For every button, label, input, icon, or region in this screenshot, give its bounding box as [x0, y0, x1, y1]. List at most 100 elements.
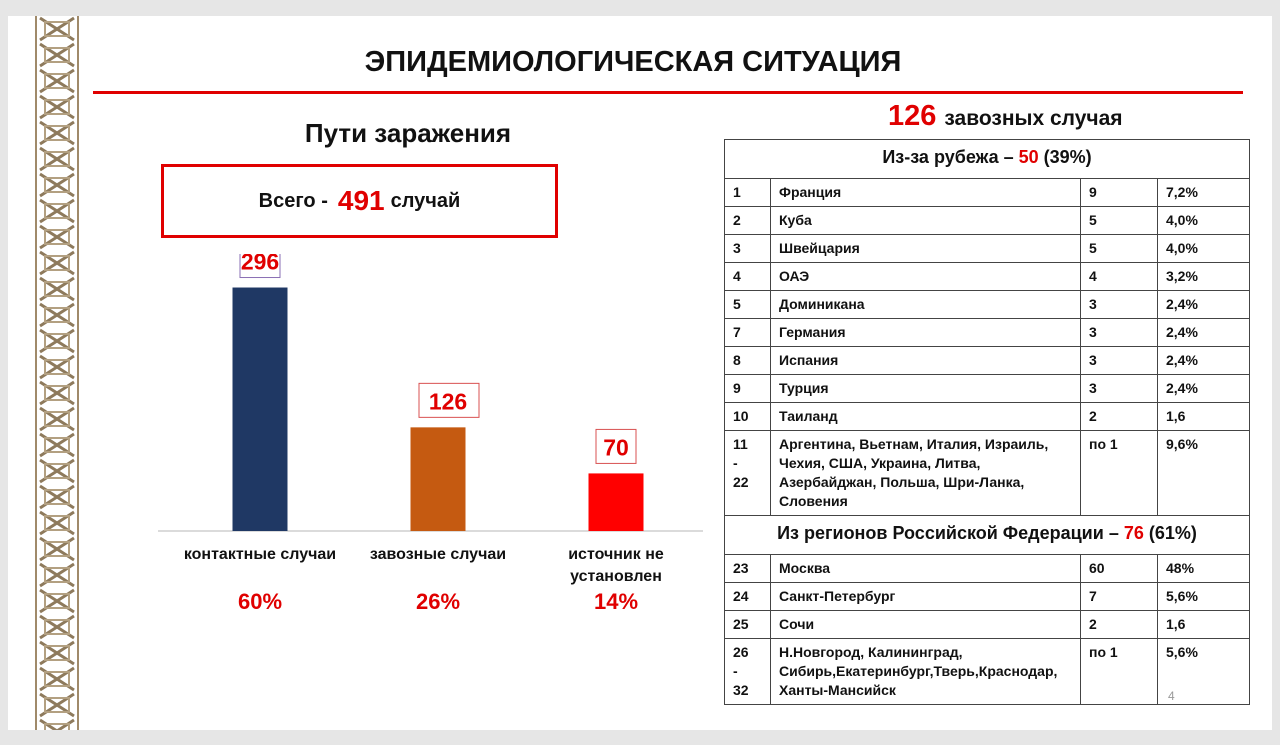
bar-2: [410, 427, 466, 531]
cell-pct: 2,4%: [1157, 318, 1250, 347]
value-label-2: 126: [429, 388, 467, 414]
cell-pct: 4,0%: [1157, 234, 1250, 263]
cell-name: Н.Новгород, Калининград, Сибирь,Екатерин…: [770, 638, 1081, 705]
ornament-frame: [44, 125, 70, 141]
table-row: 8 Испания 3 2,4%: [724, 346, 1250, 375]
cell-pct: 2,4%: [1157, 374, 1250, 403]
cell-count: по 1: [1080, 638, 1158, 705]
regions-section-header: Из регионов Российской Федерации – 76 (6…: [724, 515, 1250, 555]
table-row: 7 Германия 3 2,4%: [724, 318, 1250, 347]
percent-label-3: 14%: [594, 589, 638, 614]
cell-name: Санкт-Петербург: [770, 582, 1081, 611]
cell-pct: 7,2%: [1157, 178, 1250, 207]
section-label: Из регионов Российской Федерации –: [777, 523, 1124, 543]
ornament-frame: [44, 489, 70, 505]
cell-count: 3: [1080, 346, 1158, 375]
ornament-frame: [44, 697, 70, 713]
abroad-section: Из-за рубежа – 50 (39%): [724, 139, 1250, 179]
title-divider: [93, 91, 1243, 94]
cell-num: 5: [724, 290, 771, 319]
table-row: 24 Санкт-Петербург 7 5,6%: [724, 582, 1250, 611]
section-percent: (61%): [1143, 523, 1197, 543]
cell-num: 11-22: [724, 430, 771, 516]
cell-num: 26-32: [724, 638, 771, 705]
slide: ЭПИДЕМИОЛОГИЧЕСКАЯ СИТУАЦИЯ Пути заражен…: [8, 16, 1272, 730]
cell-num: 24: [724, 582, 771, 611]
table-row: 4 ОАЭ 4 3,2%: [724, 262, 1250, 291]
ornament-frame: [44, 437, 70, 453]
percent-label-1: 60%: [238, 589, 282, 614]
cell-num: 4: [724, 262, 771, 291]
cell-name: Швейцария: [770, 234, 1081, 263]
category-label-2: завозные случаи: [370, 546, 506, 563]
ornament-frame: [44, 671, 70, 687]
cell-pct: 5,6%: [1157, 582, 1250, 611]
cell-name: Куба: [770, 206, 1081, 235]
cell-num: 8: [724, 346, 771, 375]
bar-1: [232, 287, 288, 531]
table-row: 3 Швейцария 5 4,0%: [724, 234, 1250, 263]
cell-num: 23: [724, 554, 771, 583]
cell-name: Доминикана: [770, 290, 1081, 319]
ornament-frame: [44, 21, 70, 37]
ornament-frame: [44, 307, 70, 323]
ornament-frame: [44, 281, 70, 297]
cell-count: 3: [1080, 290, 1158, 319]
chart-title: Пути заражения: [304, 118, 512, 148]
ornament-frame: [44, 567, 70, 583]
ornament-frame: [44, 73, 70, 89]
cell-count: 5: [1080, 206, 1158, 235]
cell-num: 25: [724, 610, 771, 639]
ornament-frame: [44, 385, 70, 401]
value-label-1: 296: [241, 254, 279, 275]
cell-count: 60: [1080, 554, 1158, 583]
imported-cases-table: Из-за рубежа – 50 (39%) 1 Франция 9 7,2% 2 Куб…: [724, 139, 1250, 705]
table-row: 2 Куба 5 4,0%: [724, 206, 1250, 235]
cell-pct: 9,6%: [1157, 430, 1250, 516]
cell-name: Москва: [770, 554, 1081, 583]
cell-pct: 48%: [1157, 554, 1250, 583]
table-row: 5 Доминикана 3 2,4%: [724, 290, 1250, 319]
total-box: Всего - 491 случай: [161, 164, 558, 238]
cell-count: 3: [1080, 374, 1158, 403]
total-value: 491: [337, 185, 385, 216]
bar-chart: 296 контактные случаи 60% 126 завозные случа…: [158, 243, 718, 629]
section-label: Из-за рубежа –: [882, 147, 1019, 167]
ornament-frame: [44, 645, 70, 661]
cell-num: 2: [724, 206, 771, 235]
table-row: 10 Таиланд 2 1,6: [724, 402, 1250, 431]
abroad-section-header: Из-за рубежа – 50 (39%): [724, 139, 1250, 179]
total-suffix: случай: [390, 189, 461, 212]
category-label-3: источник не: [568, 546, 664, 563]
cell-num: 3: [724, 234, 771, 263]
total-prefix: Всего -: [258, 189, 328, 212]
ornament-frame: [44, 99, 70, 115]
ornament-frame: [44, 177, 70, 193]
table-row: 9 Турция 3 2,4%: [724, 374, 1250, 403]
section-percent: (39%): [1038, 147, 1092, 167]
category-label-1: контактные случаи: [184, 546, 336, 563]
ornament-frame: [44, 151, 70, 167]
cell-name: Таиланд: [770, 402, 1081, 431]
cell-name: ОАЭ: [770, 262, 1081, 291]
cell-count: 9: [1080, 178, 1158, 207]
ornament-frame: [44, 333, 70, 349]
page-title: ЭПИДЕМИОЛОГИЧЕСКАЯ СИТУАЦИЯ: [364, 46, 902, 78]
cell-pct: 4,0%: [1157, 206, 1250, 235]
ornament-frame: [44, 229, 70, 245]
ornament-border: [35, 16, 79, 730]
regions-section: Из регионов Российской Федерации – 76 (6…: [724, 515, 1250, 555]
table-row: 1 Франция 9 7,2%: [724, 178, 1250, 207]
ornament-frame: [44, 359, 70, 375]
ornament-frame: [44, 411, 70, 427]
cell-pct: 1,6: [1157, 610, 1250, 639]
ornament-frame: [44, 541, 70, 557]
cell-num: 10: [724, 402, 771, 431]
cell-count: 5: [1080, 234, 1158, 263]
cell-pct: 2,4%: [1157, 346, 1250, 375]
cell-num: 9: [724, 374, 771, 403]
table-row: 26-32 Н.Новгород, Калининград, Сибирь,Ека…: [724, 638, 1250, 705]
imported-label: завозных случая: [944, 107, 1123, 130]
cell-count: 4: [1080, 262, 1158, 291]
cell-count: 2: [1080, 610, 1158, 639]
